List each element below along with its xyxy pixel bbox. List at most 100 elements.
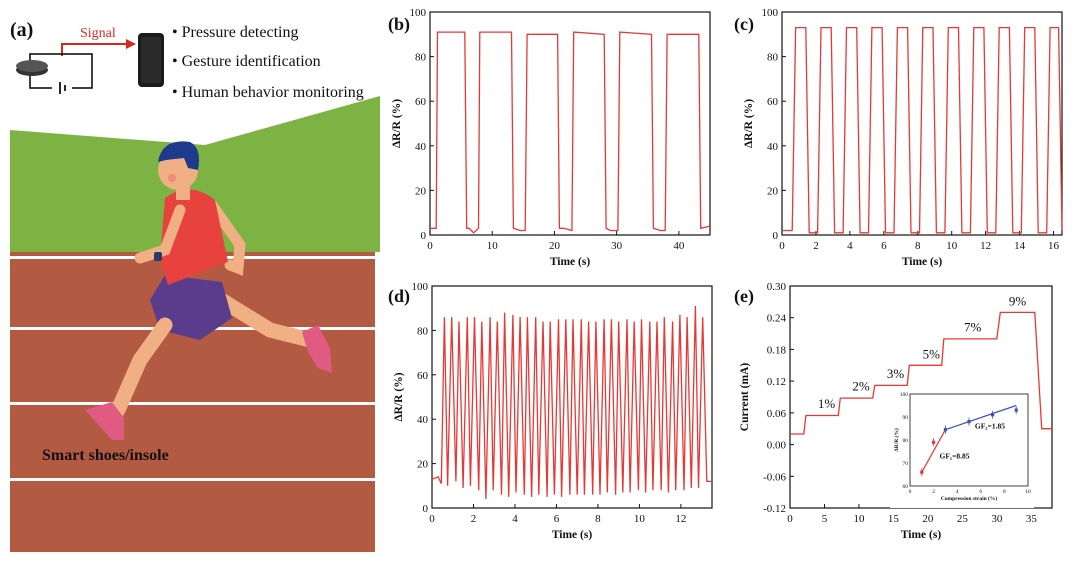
series-line: [782, 26, 1063, 234]
signal-arrowhead: [126, 39, 136, 49]
step-annotation: 3%: [887, 366, 905, 381]
y-tick-label: 100: [410, 7, 427, 19]
x-tick-label: 2: [471, 513, 477, 525]
x-tick-label: 40: [673, 240, 685, 252]
x-axis-label: Time (s): [901, 529, 942, 541]
x-tick-label: 16: [1048, 240, 1060, 252]
y-tick-label: 0.30: [767, 281, 787, 293]
plot-frame: [431, 285, 713, 509]
plot-frame: [429, 11, 711, 236]
x-tick-label: 2: [813, 240, 819, 252]
x-axis-label: Time (s): [902, 256, 943, 268]
x-tick-label: 20: [549, 240, 561, 252]
x-tick-label: 8: [915, 240, 921, 252]
x-axis-label: Time (s): [550, 256, 591, 268]
series-line: [790, 311, 1052, 435]
y-tick-label: 0.00: [767, 440, 787, 452]
inset-frame: [909, 393, 1029, 487]
signal-arrow: [61, 43, 128, 56]
panel-label: (d): [388, 286, 410, 307]
chart-panel-b: (b) 0 10 20 30 40 0 20 40 60 80 100 Time (s) ΔR/R (%): [388, 7, 711, 268]
y-tick-label: 20: [415, 185, 427, 197]
panel-label: (b): [388, 14, 410, 35]
lane-line: [10, 478, 375, 481]
chart-panel-c: (c) 0 2 4 6 8 10 12 14 16 0 20 40 60 80 100 Time (s) ΔR/R…: [734, 7, 1063, 268]
x-tick-label: 12: [675, 513, 686, 525]
step-annotation: 1%: [818, 396, 836, 411]
inset-y-tick-label: 100: [900, 392, 909, 398]
y-tick-label: 0: [423, 503, 429, 515]
inset-x-tick-label: 8: [1003, 489, 1006, 495]
feature-list: • Pressure detecting • Gesture identific…: [172, 24, 364, 101]
x-tick-label: 0: [429, 513, 435, 525]
x-tick-label: 10: [634, 513, 646, 525]
inset-y-tick-label: 70: [903, 461, 909, 467]
x-axis-label: Time (s): [552, 529, 593, 541]
x-tick-label: 5: [822, 513, 828, 525]
running-illustration: (a) Signal • Pressure detecting • Gestur…: [10, 19, 380, 552]
x-tick-label: 14: [1014, 240, 1025, 252]
x-tick-label: 4: [847, 240, 853, 252]
inset-x-tick-label: 2: [932, 489, 935, 495]
inset-background: [890, 390, 1034, 508]
x-tick-label: 15: [888, 513, 900, 525]
y-axis-label: Current (mA): [739, 363, 751, 432]
panel-label-a: (a): [10, 19, 33, 41]
smartwatch-icon: [154, 252, 162, 261]
inset-fit-line-high: [945, 404, 1017, 431]
inset-x-tick-label: 0: [909, 489, 912, 495]
inset-gf-label: GF₁=8.85: [940, 451, 970, 460]
inset-x-axis-label: Compression strain (%): [941, 495, 998, 502]
x-tick-label: 10: [853, 513, 865, 525]
inset-fit-line-low: [921, 429, 946, 473]
bullet-item: • Gesture identification: [172, 53, 321, 70]
y-tick-label: 80: [415, 52, 427, 64]
inset-y-axis-label: ΔR/R (%): [893, 428, 900, 452]
y-tick-label: 80: [767, 52, 779, 64]
runner-figure: [85, 141, 332, 440]
y-tick-label: 40: [417, 414, 429, 426]
x-tick-label: 30: [991, 513, 1003, 525]
panel-label: (e): [734, 286, 754, 307]
x-tick-label: 0: [787, 513, 793, 525]
step-annotation: 2%: [852, 378, 870, 393]
y-axis-label: ΔR/R (%): [393, 372, 405, 421]
y-tick-label: 40: [415, 141, 427, 153]
y-tick-label: 40: [767, 141, 779, 153]
y-tick-label: 60: [415, 96, 427, 108]
inset-y-tick-label: 90: [903, 415, 909, 421]
inset-y-tick-label: 80: [903, 438, 909, 444]
x-tick-label: 20: [922, 513, 934, 525]
y-tick-label: 0: [773, 230, 779, 242]
signal-label: Signal: [80, 26, 116, 41]
y-tick-label: -0.06: [763, 471, 786, 483]
y-tick-label: 100: [412, 281, 429, 293]
x-tick-label: 6: [881, 240, 887, 252]
bullet-item: • Human behavior monitoring: [172, 84, 364, 101]
y-tick-label: 0.12: [767, 376, 786, 388]
x-tick-label: 12: [980, 240, 991, 252]
step-annotation: 5%: [923, 347, 941, 362]
bullet-item: • Pressure detecting: [172, 24, 298, 41]
x-tick-label: 0: [779, 240, 785, 252]
y-tick-label: 100: [762, 7, 779, 19]
y-tick-label: 60: [417, 370, 429, 382]
x-tick-label: 10: [487, 240, 499, 252]
series-line: [431, 305, 711, 500]
panel-label: (c): [734, 14, 754, 35]
x-tick-label: 35: [1026, 513, 1038, 525]
x-tick-label: 10: [946, 240, 958, 252]
x-tick-label: 8: [595, 513, 601, 525]
y-tick-label: 60: [767, 96, 779, 108]
inset-gf-label: GF₂=1.85: [975, 422, 1005, 431]
x-tick-label: 4: [512, 513, 518, 525]
lane-line: [10, 402, 375, 405]
plot-frame: [781, 11, 1063, 236]
y-tick-label: -0.12: [763, 503, 786, 515]
x-tick-label: 30: [611, 240, 623, 252]
y-tick-label: 0.24: [767, 313, 787, 325]
chart-panel-e: (e)0 5 10 15 20 25 30 35-0.12-0.060.000.060.120…: [734, 281, 1053, 541]
smart-shoes-caption: Smart shoes/insole: [42, 447, 169, 464]
inset-x-tick-label: 10: [1025, 489, 1031, 495]
y-tick-label: 20: [767, 185, 779, 197]
